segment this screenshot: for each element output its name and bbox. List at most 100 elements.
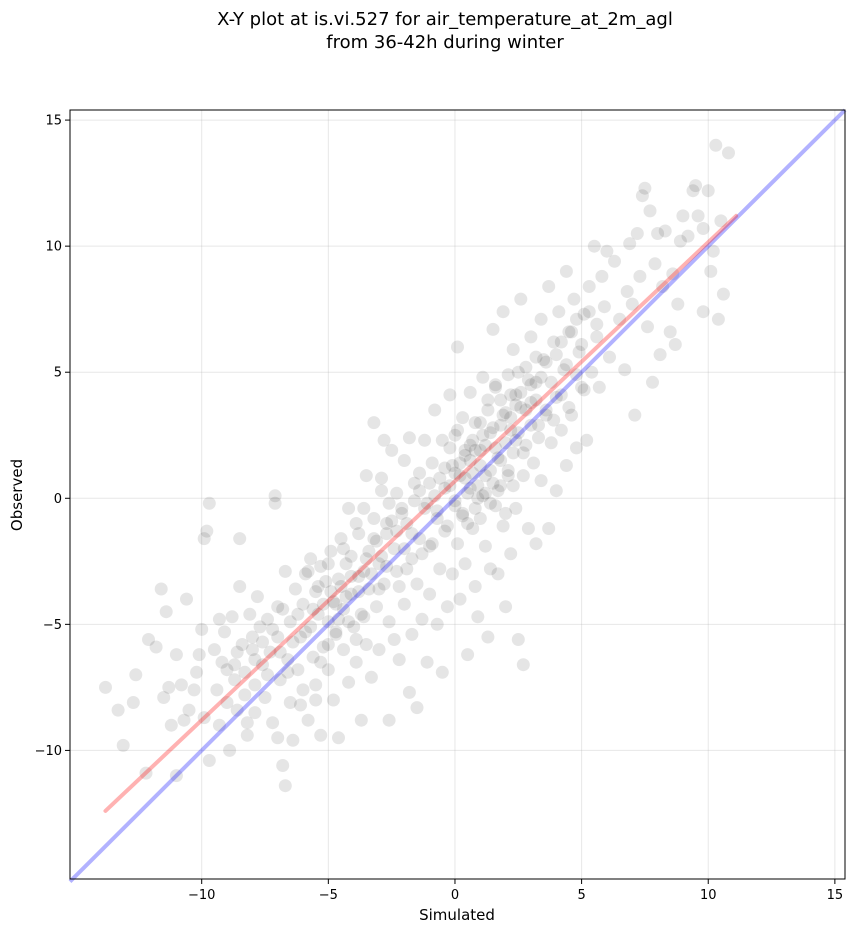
plot-frame — [69, 109, 846, 880]
data-point — [428, 403, 442, 417]
data-point — [456, 411, 470, 425]
data-point — [504, 547, 518, 561]
data-point — [668, 338, 682, 351]
data-point — [202, 496, 216, 510]
data-point — [549, 484, 563, 498]
data-point — [309, 585, 323, 599]
data-point — [195, 622, 209, 636]
data-point — [532, 431, 545, 445]
data-point — [256, 635, 269, 649]
data-point — [575, 380, 589, 394]
data-point — [494, 454, 508, 467]
data-point — [149, 640, 163, 654]
data-point — [509, 433, 523, 447]
data-point — [238, 665, 252, 679]
data-point — [486, 322, 500, 336]
data-point — [413, 532, 426, 546]
data-point — [192, 648, 206, 662]
data-point — [471, 479, 485, 493]
data-point — [481, 630, 495, 644]
data-point — [154, 582, 168, 596]
data-point — [562, 325, 576, 339]
data-point — [357, 564, 371, 578]
data-point — [220, 696, 234, 709]
data-point — [476, 428, 490, 442]
data-point — [567, 292, 581, 306]
data-point — [552, 305, 566, 319]
data-point — [271, 600, 285, 614]
data-point — [453, 456, 467, 470]
data-point — [225, 610, 239, 624]
data-point — [352, 569, 366, 583]
data-point — [304, 620, 318, 634]
data-point — [603, 350, 616, 364]
data-point — [235, 638, 249, 651]
data-point — [463, 481, 477, 495]
data-point — [271, 630, 285, 644]
data-point — [706, 244, 720, 258]
data-point — [542, 280, 556, 293]
data-point — [511, 365, 525, 379]
data-point — [347, 620, 361, 634]
data-point — [580, 433, 594, 447]
data-point — [648, 257, 662, 271]
data-point — [402, 431, 416, 445]
data-point — [466, 466, 480, 480]
data-point — [283, 696, 297, 709]
data-point — [286, 733, 300, 747]
data-point — [329, 627, 343, 641]
data-point — [483, 496, 497, 510]
data-point — [630, 227, 644, 240]
data-point — [641, 320, 654, 334]
x-tick-label: −5 — [319, 888, 338, 903]
data-point — [169, 648, 183, 662]
data-point — [635, 189, 649, 203]
data-point — [321, 638, 335, 651]
data-point — [653, 348, 667, 362]
data-point — [458, 448, 472, 462]
data-point — [390, 564, 404, 578]
data-point — [483, 464, 497, 477]
data-point — [451, 340, 464, 354]
data-point — [415, 612, 429, 626]
data-point — [478, 539, 492, 553]
data-point — [390, 486, 404, 500]
data-point — [382, 615, 396, 629]
data-point — [276, 602, 290, 616]
y-tick-label: −10 — [35, 744, 62, 759]
data-point — [696, 222, 710, 235]
data-point — [524, 330, 538, 344]
data-point — [301, 564, 315, 578]
data-point — [481, 393, 495, 407]
data-point — [410, 701, 424, 715]
data-point — [547, 413, 561, 427]
data-point — [701, 184, 715, 198]
data-point — [489, 380, 502, 394]
data-point — [253, 620, 267, 634]
data-point — [709, 138, 723, 152]
x-tick-label: 15 — [827, 888, 844, 903]
data-point — [521, 373, 535, 387]
data-point — [233, 580, 247, 593]
data-point — [511, 633, 525, 646]
data-point — [430, 512, 444, 525]
data-point — [390, 524, 404, 538]
data-point — [273, 645, 287, 659]
data-point — [618, 363, 632, 377]
data-point — [499, 406, 513, 420]
data-point — [577, 307, 591, 321]
data-point — [271, 731, 285, 745]
data-point — [468, 580, 482, 593]
data-point — [286, 635, 300, 649]
data-point — [334, 532, 348, 546]
data-point — [557, 363, 571, 377]
data-point — [367, 416, 381, 430]
identity-line — [68, 108, 847, 883]
y-tick-label: 15 — [45, 114, 62, 129]
data-point — [489, 378, 502, 392]
data-point — [466, 522, 480, 535]
data-point — [248, 653, 262, 667]
data-point — [504, 411, 518, 425]
data-point — [362, 544, 376, 558]
data-point — [387, 542, 401, 556]
